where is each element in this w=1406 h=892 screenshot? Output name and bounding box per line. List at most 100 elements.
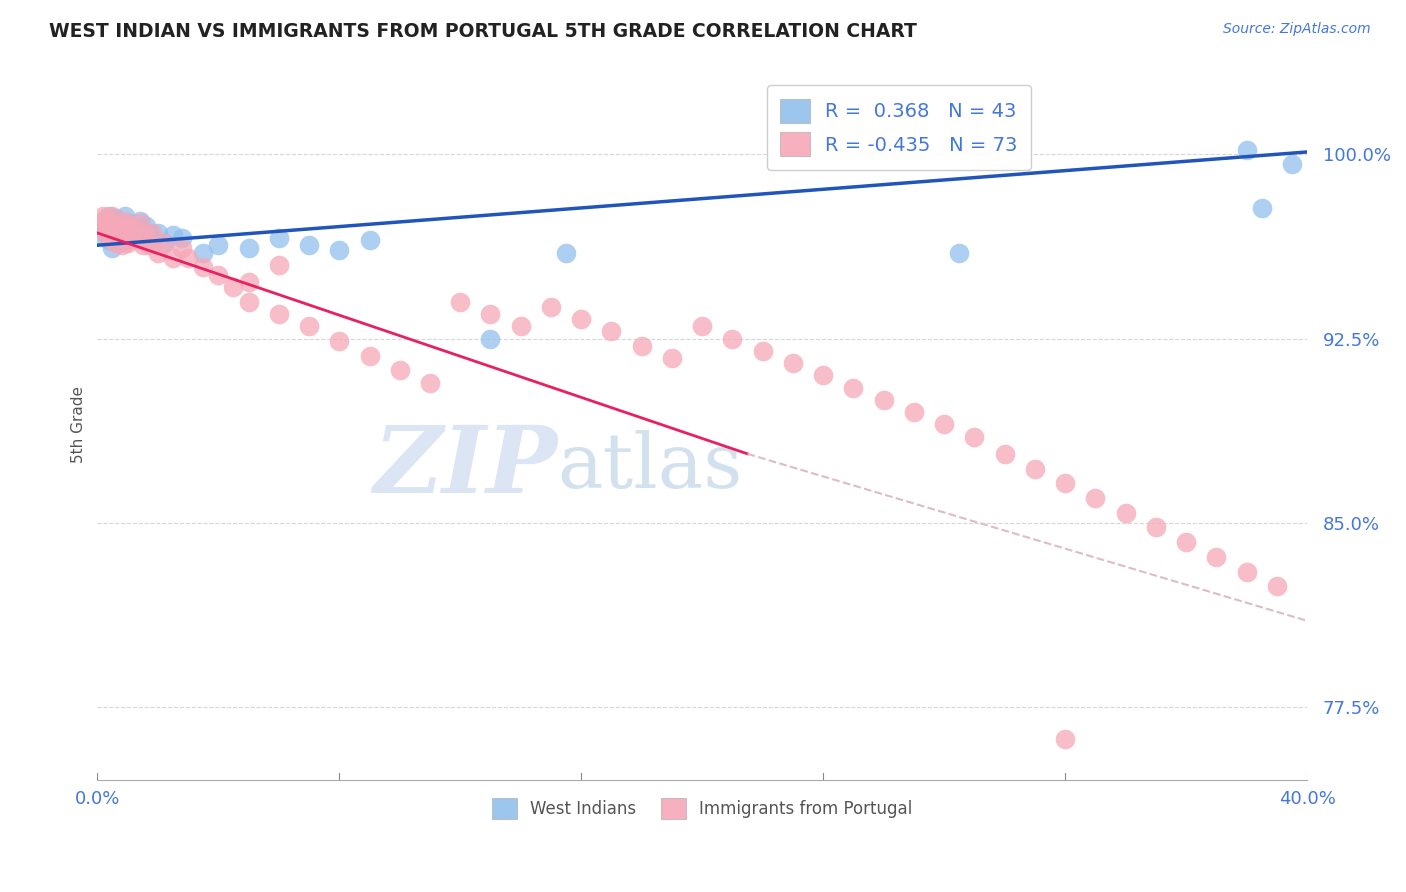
Point [932,417,955,432]
Point [207,238,229,252]
Point [1236,143,1258,157]
Point [193,260,215,275]
Point [1054,476,1077,491]
Point [328,334,350,348]
Point [162,228,184,243]
Point [751,343,773,358]
Point [177,251,200,265]
Point [479,331,502,345]
Point [141,231,163,245]
Text: Source: ZipAtlas.com: Source: ZipAtlas.com [1223,22,1371,37]
Point [298,238,321,252]
Point [600,324,623,338]
Text: ZIP: ZIP [373,422,557,512]
Point [98,231,121,245]
Point [963,430,986,444]
Point [117,216,139,230]
Legend: West Indians, Immigrants from Portugal: West Indians, Immigrants from Portugal [485,792,920,825]
Point [1205,549,1227,564]
Point [1265,579,1288,593]
Point [101,209,124,223]
Point [101,241,124,255]
Point [842,381,865,395]
Point [1084,491,1107,505]
Point [107,235,129,250]
Point [359,233,381,247]
Point [721,331,744,345]
Point [96,211,118,226]
Point [153,235,176,250]
Point [540,300,562,314]
Point [125,228,148,243]
Point [114,228,136,243]
Point [994,447,1017,461]
Point [128,213,150,227]
Point [98,233,121,247]
Point [104,235,127,250]
Point [479,307,502,321]
Point [114,213,136,227]
Point [298,319,321,334]
Point [146,226,169,240]
Point [170,231,193,245]
Point [96,226,118,240]
Point [114,226,136,240]
Point [1054,731,1077,746]
Point [1144,520,1167,534]
Point [89,216,111,230]
Point [135,228,157,243]
Point [1175,535,1198,549]
Point [419,376,441,390]
Point [93,221,115,235]
Point [948,245,970,260]
Point [141,226,163,240]
Text: WEST INDIAN VS IMMIGRANTS FROM PORTUGAL 5TH GRADE CORRELATION CHART: WEST INDIAN VS IMMIGRANTS FROM PORTUGAL … [49,22,917,41]
Point [132,233,155,247]
Point [93,221,115,235]
Point [128,216,150,230]
Point [110,231,132,245]
Point [782,356,804,370]
Point [135,219,157,233]
Point [93,209,115,223]
Point [569,311,592,326]
Point [104,226,127,240]
Point [222,280,245,294]
Point [388,363,411,377]
Point [328,243,350,257]
Point [1024,461,1046,475]
Point [267,258,290,272]
Point [811,368,834,383]
Point [110,238,132,252]
Point [872,392,894,407]
Point [122,221,145,235]
Point [359,349,381,363]
Point [114,209,136,223]
Point [1281,157,1303,171]
Point [107,216,129,230]
Point [98,216,121,230]
Point [509,319,531,334]
Point [170,241,193,255]
Point [104,219,127,233]
Point [903,405,925,419]
Point [238,241,260,255]
Point [101,226,124,240]
Point [267,231,290,245]
Point [117,219,139,233]
Point [153,235,176,250]
Point [138,226,160,240]
Point [122,221,145,235]
Point [132,238,155,252]
Point [1236,565,1258,579]
Point [117,235,139,250]
Point [238,294,260,309]
Point [146,245,169,260]
Y-axis label: 5th Grade: 5th Grade [72,386,86,463]
Point [1250,202,1272,216]
Point [630,339,652,353]
Point [207,268,229,282]
Point [89,228,111,243]
Point [125,231,148,245]
Point [110,221,132,235]
